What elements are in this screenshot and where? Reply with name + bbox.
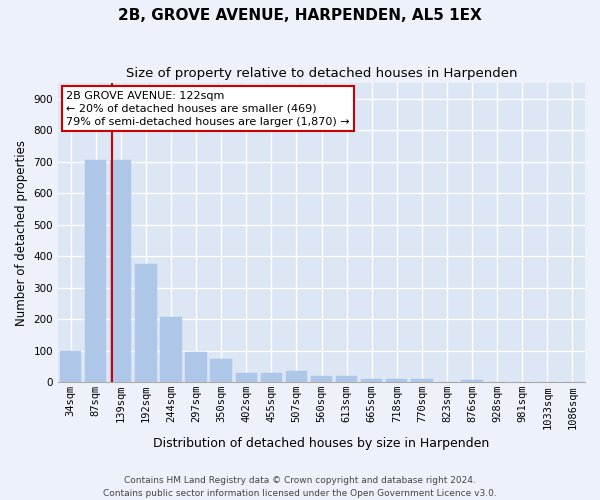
Bar	[236, 372, 257, 382]
Bar	[361, 379, 382, 382]
Bar	[336, 376, 357, 382]
Bar	[160, 317, 182, 382]
Bar	[185, 352, 207, 382]
Text: Contains HM Land Registry data © Crown copyright and database right 2024.
Contai: Contains HM Land Registry data © Crown c…	[103, 476, 497, 498]
Bar	[85, 160, 106, 382]
Bar	[110, 160, 131, 382]
Text: 2B, GROVE AVENUE, HARPENDEN, AL5 1EX: 2B, GROVE AVENUE, HARPENDEN, AL5 1EX	[118, 8, 482, 22]
Bar	[461, 380, 483, 382]
Bar	[60, 350, 81, 382]
Title: Size of property relative to detached houses in Harpenden: Size of property relative to detached ho…	[126, 68, 517, 80]
Bar	[135, 264, 157, 382]
Bar	[260, 372, 282, 382]
Bar	[211, 359, 232, 382]
Text: 2B GROVE AVENUE: 122sqm
← 20% of detached houses are smaller (469)
79% of semi-d: 2B GROVE AVENUE: 122sqm ← 20% of detache…	[66, 90, 350, 127]
Bar	[386, 379, 407, 382]
Bar	[286, 371, 307, 382]
Y-axis label: Number of detached properties: Number of detached properties	[15, 140, 28, 326]
Bar	[411, 379, 433, 382]
X-axis label: Distribution of detached houses by size in Harpenden: Distribution of detached houses by size …	[154, 437, 490, 450]
Bar	[311, 376, 332, 382]
